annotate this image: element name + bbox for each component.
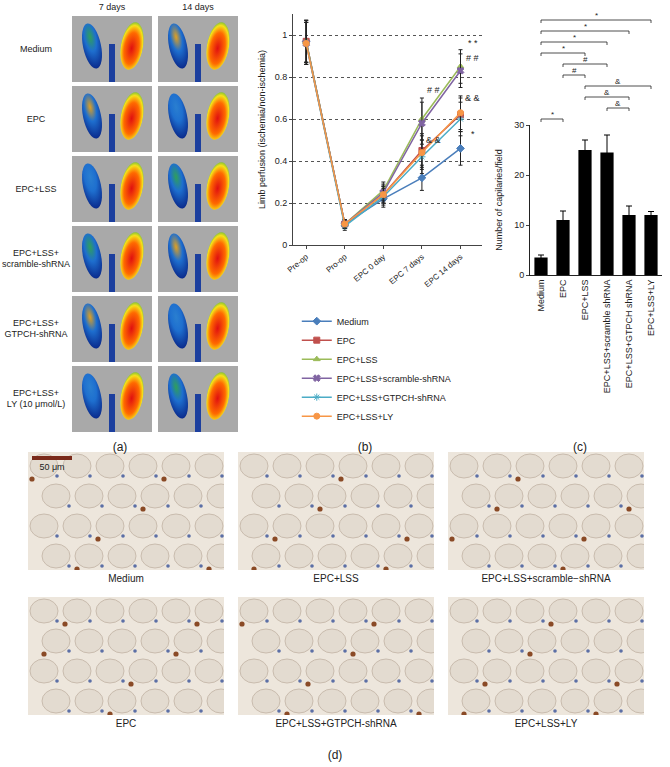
html-text:EPC: EPC <box>115 718 137 729</box>
svg-text:10: 10 <box>514 220 524 230</box>
svg-text:# #: # # <box>427 85 440 95</box>
svg-text:0.2: 0.2 <box>275 198 288 208</box>
svg-text:& &: & & <box>426 135 441 145</box>
svg-text:0.6: 0.6 <box>275 114 288 124</box>
svg-text:EPC+LSS+GTPCH-shRNA: EPC+LSS+GTPCH-shRNA <box>337 393 446 403</box>
html-text:EPC+LSS: EPC+LSS <box>313 573 359 584</box>
html-text:7 days: 7 days <box>98 2 126 12</box>
svg-text:Pre-op: Pre-op <box>286 252 311 275</box>
svg-text:*: * <box>471 129 475 139</box>
svg-text:EPC+LSS+LY: EPC+LSS+LY <box>646 280 656 336</box>
svg-text:#: # <box>572 66 577 75</box>
html-text:EPC+LSS+: EPC+LSS+ <box>13 388 59 398</box>
svg-text:Pro-op: Pro-op <box>324 252 349 275</box>
svg-text:EPC 14 days: EPC 14 days <box>423 252 465 289</box>
svg-text:Medium: Medium <box>536 280 546 312</box>
svg-text:EPC 0 day: EPC 0 day <box>352 252 387 283</box>
svg-text:EPC+LSS+scramble shRNA: EPC+LSS+scramble shRNA <box>602 280 612 394</box>
svg-text:&: & <box>615 77 621 86</box>
svg-text:*: * <box>573 33 576 42</box>
svg-text:*: * <box>584 22 587 31</box>
html-text:Medium: Medium <box>20 43 52 54</box>
svg-text:&: & <box>615 99 621 108</box>
svg-text:& &: & & <box>465 93 480 103</box>
svg-text:EPC: EPC <box>558 279 568 298</box>
svg-text:EPC+LSS: EPC+LSS <box>337 355 378 365</box>
svg-text:* *: * * <box>468 38 478 48</box>
html-text:EPC: EPC <box>26 113 46 124</box>
svg-text:Limb perfusion (ischemia/non-i: Limb perfusion (ischemia/non-ischemia) <box>257 50 267 209</box>
svg-text:50 μm: 50 μm <box>39 462 64 472</box>
html-text:(b): (b) <box>357 440 373 454</box>
html-text:(a): (a) <box>112 440 128 454</box>
html-text:(d): (d) <box>327 748 343 762</box>
svg-text:*: * <box>551 110 554 119</box>
svg-text:Medium: Medium <box>337 317 369 327</box>
svg-text:EPC+LSS+GTPCH shRNA: EPC+LSS+GTPCH shRNA <box>624 280 634 389</box>
svg-text:*: * <box>562 44 565 53</box>
html-text:LY (10 μmol/L): LY (10 μmol/L) <box>6 399 66 409</box>
svg-text:30: 30 <box>514 120 524 130</box>
html-text:EPC+LSS+scramble−shRNA: EPC+LSS+scramble−shRNA <box>481 573 611 584</box>
svg-text:EPC+LSS+scramble-shRNA: EPC+LSS+scramble-shRNA <box>337 374 451 384</box>
svg-text:# #: # # <box>466 53 479 63</box>
svg-text:#: # <box>583 55 588 64</box>
svg-text:EPC+LSS: EPC+LSS <box>580 280 590 321</box>
html-text:EPC+LSS+: EPC+LSS+ <box>13 318 59 328</box>
svg-text:*: * <box>595 11 598 20</box>
svg-text:0: 0 <box>519 270 524 280</box>
svg-text:Number of capilaries/field: Number of capilaries/field <box>494 149 504 251</box>
html-text:EPC+LSS: EPC+LSS <box>15 183 57 194</box>
svg-text:0: 0 <box>282 240 287 250</box>
svg-text:1: 1 <box>282 30 287 40</box>
svg-text:0.8: 0.8 <box>275 72 288 82</box>
html-text:14 days: 14 days <box>182 2 214 12</box>
html-text:scramble-shRNA: scramble-shRNA <box>2 259 70 269</box>
svg-text:EPC 7 days: EPC 7 days <box>388 252 426 286</box>
html-text:GTPCH-shRNA: GTPCH-shRNA <box>4 329 68 339</box>
html-text:EPC+LSS+GTPCH-shRNA: EPC+LSS+GTPCH-shRNA <box>275 718 397 729</box>
html-text:EPC+LSS+LY: EPC+LSS+LY <box>514 718 578 729</box>
html-text:EPC+LSS+: EPC+LSS+ <box>13 248 59 258</box>
svg-text:&: & <box>604 88 610 97</box>
svg-text:0.4: 0.4 <box>275 156 288 166</box>
html-text:(c): (c) <box>573 440 587 454</box>
html-text:Medium: Medium <box>108 573 144 584</box>
svg-text:20: 20 <box>514 170 524 180</box>
svg-text:EPC: EPC <box>337 336 356 346</box>
svg-text:EPC+LSS+LY: EPC+LSS+LY <box>337 412 393 422</box>
